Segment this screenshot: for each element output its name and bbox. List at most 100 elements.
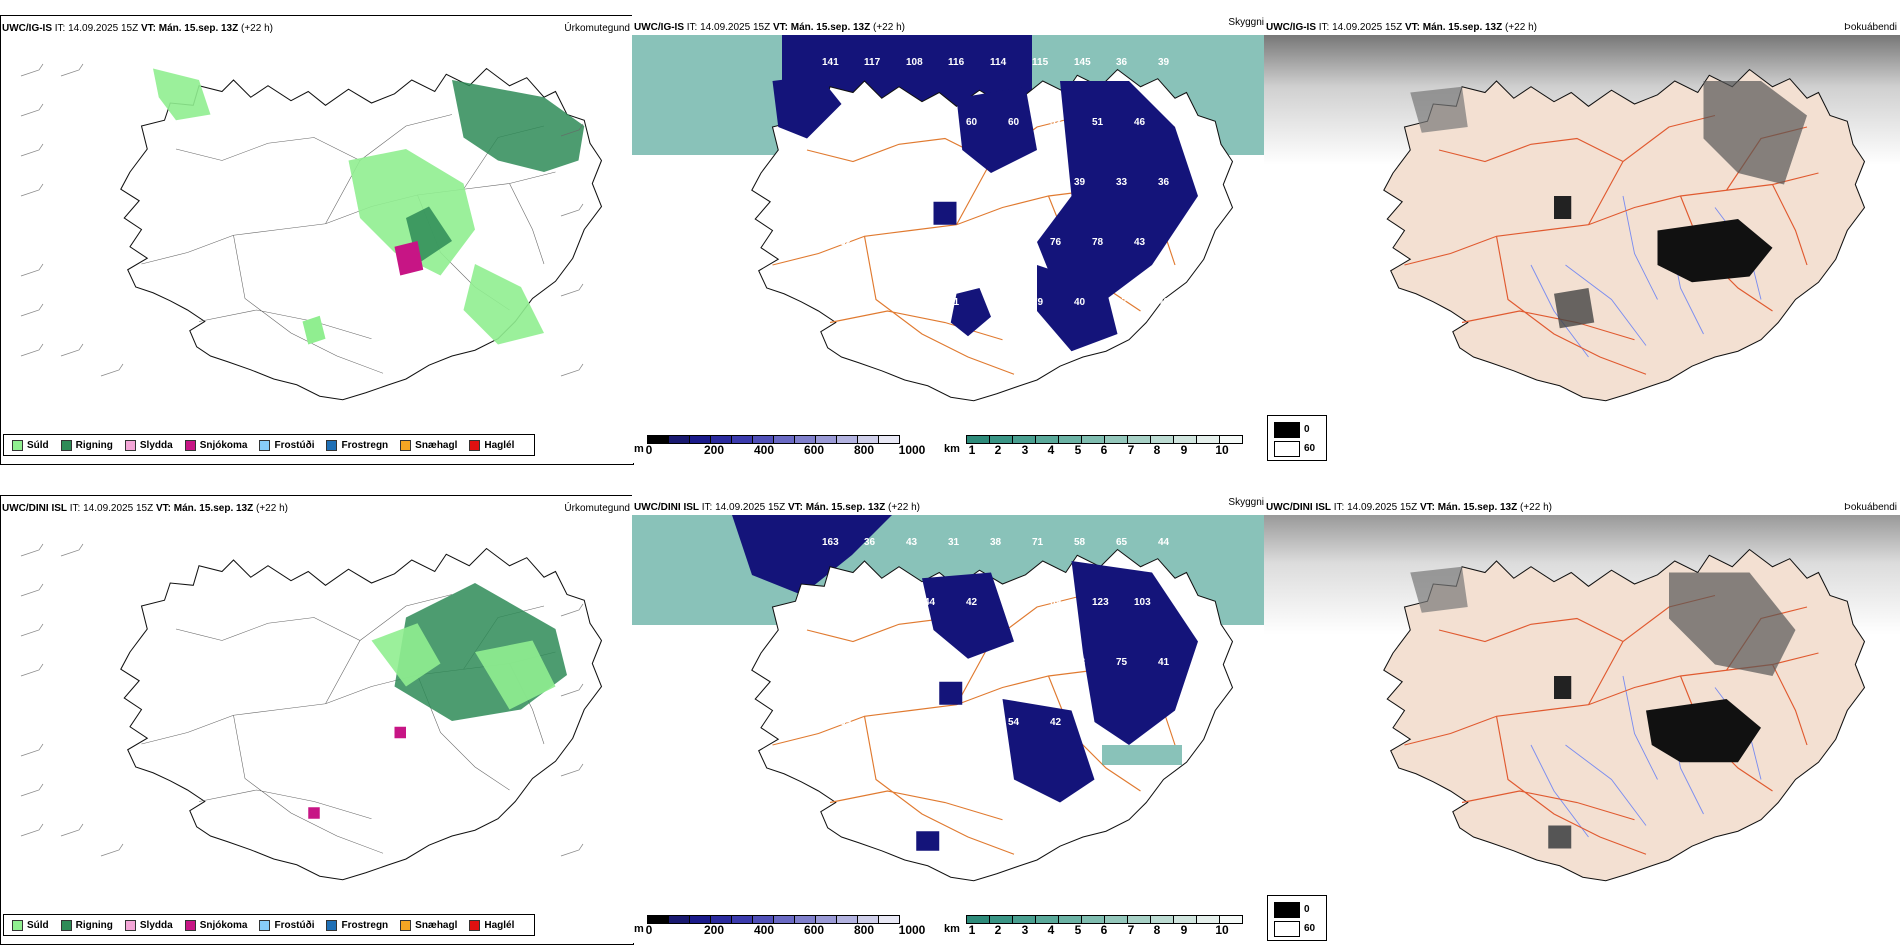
- legend-swatch: [124, 439, 136, 451]
- cloud-map: 141 117 108 116 114 115 145 36 39 26 30 54 60 60 52 51 4…: [632, 35, 1264, 402]
- cloud-height-label: 39: [1074, 177, 1086, 188]
- cloud-height-label: 41: [948, 177, 960, 188]
- cloud-height-label: 117: [864, 57, 881, 68]
- cloud-height-label: 65: [1116, 537, 1128, 548]
- cloud-height-label: 52: [1050, 117, 1062, 128]
- legend-item: Frostregn: [326, 439, 388, 451]
- visibility-colorbar: km 1 2 3 4 5 6 7 8 9 10: [944, 435, 1262, 457]
- legend-item: Rigning: [60, 439, 113, 451]
- legend-item: Frostúði: [259, 919, 314, 931]
- cloud-height-label: 116: [948, 57, 965, 68]
- legend-swatch: [184, 919, 196, 931]
- legend-item: Frostregn: [326, 919, 388, 931]
- panel-header: UWC/IG-IS IT: 14.09.2025 15Z VT: Mán. 15…: [2, 23, 273, 34]
- cloud-height-label: 123: [1092, 597, 1109, 608]
- cloud-height-label: 60: [906, 297, 918, 308]
- cloud-height-label: 89: [840, 717, 852, 728]
- cloud-height-label: 60: [864, 177, 876, 188]
- fog-panel-top: UWC/IG-IS IT: 14.09.2025 15Z VT: Mán. 15…: [1264, 15, 1900, 463]
- cloud-height-label: 30: [948, 657, 960, 668]
- cloud-height-label: 31: [906, 657, 918, 668]
- legend-swatch: [326, 439, 338, 451]
- cloud-height-label: 32: [840, 237, 852, 248]
- cloud-height-label: 60: [1008, 117, 1020, 128]
- legend-item: Frostúði: [259, 439, 314, 451]
- ceiling-colorbar: m 0 200 400 600 800 1000: [634, 915, 934, 937]
- cloud-height-label: 49: [1008, 597, 1020, 608]
- cloud-height-label: 26: [840, 117, 852, 128]
- cloud-height-label: 36: [1158, 177, 1170, 188]
- panel-title: Þokuábendi: [1844, 22, 1897, 33]
- panel-header: UWC/DINI ISL IT: 14.09.2025 15Z VT: Mán.…: [1266, 502, 1552, 513]
- legend-swatch: [259, 919, 271, 931]
- cloud-height-label: 36: [864, 537, 876, 548]
- cloud-height-label: 27: [1116, 297, 1128, 308]
- cloud-height-label: 43: [906, 537, 918, 548]
- cloud-height-label: 63: [882, 717, 894, 728]
- cloud-height-label: 79: [1032, 297, 1044, 308]
- cloud-height-label: 34: [882, 597, 894, 608]
- cloud-height-label: 39: [1158, 57, 1170, 68]
- cloud-height-label: 31: [948, 297, 960, 308]
- legend-item: Snjókoma: [184, 439, 247, 451]
- cloud-height-label: 38: [990, 537, 1002, 548]
- cloud-height-label: 115: [1032, 57, 1049, 68]
- panel-title: Skyggni: [1228, 497, 1264, 508]
- cloud-height-label: 40: [822, 297, 834, 308]
- cloud-height-label: 40: [1032, 177, 1044, 188]
- cloud-height-label: 78: [1092, 237, 1104, 248]
- legend-item: Súld: [12, 919, 49, 931]
- cloud-height-label: 47: [990, 657, 1002, 668]
- cloud-height-label: 40: [1074, 297, 1086, 308]
- cloud-height-label: 53: [822, 177, 834, 188]
- cloud-height-label: 76: [1050, 237, 1062, 248]
- cloud-height-label: 65: [966, 717, 978, 728]
- cloud-height-label: 42: [1050, 717, 1062, 728]
- legend-item: Snjókoma: [184, 919, 247, 931]
- precip-panel-bottom: UWC/DINI ISL IT: 14.09.2025 15Z VT: Mán.…: [0, 495, 634, 945]
- legend-swatch: [469, 919, 481, 931]
- cloud-height-label: 31: [948, 537, 960, 548]
- cloud-height-label: 44: [1008, 237, 1020, 248]
- precip-map: [20, 543, 603, 881]
- legend-swatch: [400, 919, 412, 931]
- cloud-height-label: 65: [1032, 657, 1044, 668]
- legend-swatch: [400, 439, 412, 451]
- cloud-height-label: 141: [822, 57, 839, 68]
- legend-swatch: [60, 919, 72, 931]
- cloud-height-label: 40: [1176, 117, 1188, 128]
- legend-item: Snæhagl: [400, 919, 457, 931]
- cloud-height-label: 78: [1074, 657, 1086, 668]
- cloud-height-label: 114: [990, 57, 1007, 68]
- cloud-panel-bottom: UWC/DINI ISL IT: 14.09.2025 15Z VT: Mán.…: [632, 495, 1264, 943]
- cloud-height-label: 87: [864, 657, 876, 668]
- legend-swatch: [12, 919, 23, 931]
- cloud-height-label: 74: [924, 717, 936, 728]
- cloud-height-label: 163: [822, 537, 839, 548]
- legend-swatch: [184, 439, 196, 451]
- cloud-height-label: 44: [924, 597, 936, 608]
- panel-title: Úrkomutegund: [564, 23, 630, 34]
- fog-map: [1264, 515, 1900, 882]
- cloud-height-label: 30: [966, 237, 978, 248]
- cloud-height-label: 46: [1134, 117, 1146, 128]
- legend-item: Slydda: [124, 919, 173, 931]
- precip-map: [20, 63, 603, 401]
- cloud-height-label: 58: [1074, 537, 1086, 548]
- panel-header: UWC/DINI ISL IT: 14.09.2025 15Z VT: Mán.…: [2, 503, 288, 514]
- fog-legend: 0 60: [1267, 895, 1327, 941]
- fog-legend: 0 60: [1267, 415, 1327, 461]
- legend-item: Haglél: [469, 439, 514, 451]
- cloud-height-label: 75: [1116, 657, 1128, 668]
- cloud-map: 163 36 43 31 38 71 58 65 44 41 34 44 42 49 69 123 103 91 4…: [632, 515, 1264, 882]
- legend-swatch: [326, 919, 338, 931]
- cloud-height-label: 51: [1092, 117, 1104, 128]
- panel-title: Þokuábendi: [1844, 502, 1897, 513]
- precip-legend: Súld Rigning Slydda Snjókoma Frostúði Fr…: [3, 914, 535, 936]
- cloud-panel-top: UWC/IG-IS IT: 14.09.2025 15Z VT: Mán. 15…: [632, 15, 1264, 463]
- cloud-height-label: 42: [966, 597, 978, 608]
- fog-panel-bottom: UWC/DINI ISL IT: 14.09.2025 15Z VT: Mán.…: [1264, 495, 1900, 943]
- legend-item: Snæhagl: [400, 439, 457, 451]
- cloud-height-label: 64: [990, 297, 1002, 308]
- cloud-height-label: 54: [924, 117, 936, 128]
